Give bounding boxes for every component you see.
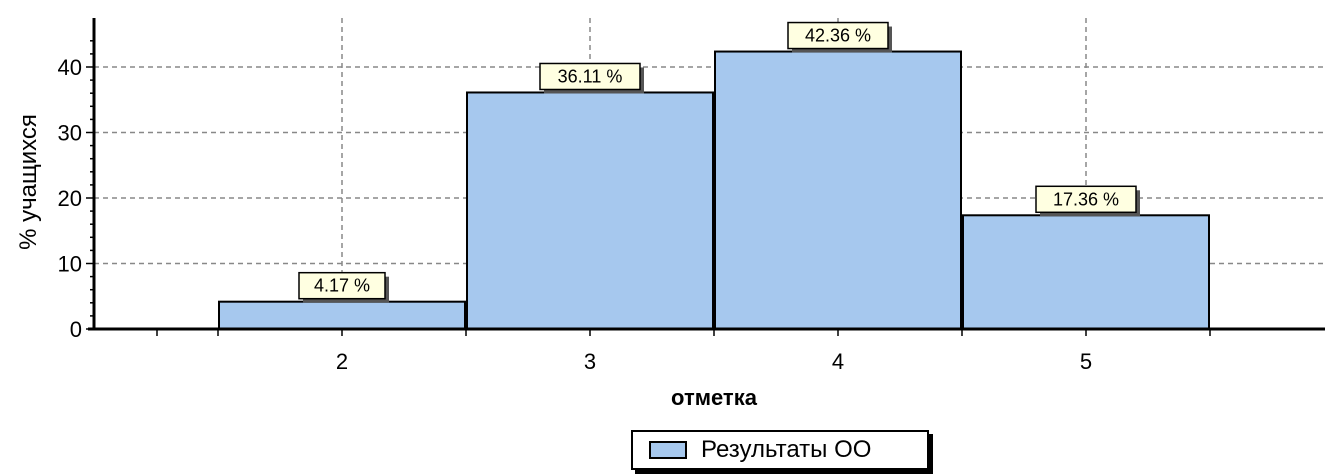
legend-label: Результаты ОО	[701, 436, 872, 463]
y-tick-label: 0	[70, 317, 82, 342]
x-tick-label: 3	[584, 349, 596, 374]
data-label-text: 4.17 %	[314, 276, 370, 296]
x-tick-label: 4	[832, 349, 844, 374]
y-tick-label: 30	[58, 121, 82, 146]
data-labels: 4.17 % 36.11 % 42.36 % 17.36 %	[298, 21, 1140, 303]
y-tick-label: 20	[58, 186, 82, 211]
data-label-box	[298, 271, 386, 300]
y-tick-label: 10	[58, 252, 82, 277]
tick-labels: 0 10 20 30 40 2 3 4 5	[58, 55, 1093, 374]
x-tick-label: 5	[1080, 349, 1092, 374]
legend: Результаты ОО	[631, 430, 929, 470]
data-label-text: 17.36 %	[1053, 189, 1119, 209]
bar-5	[962, 214, 1210, 331]
data-label-5: 17.36 %	[1035, 185, 1140, 217]
legend-swatch	[649, 441, 687, 459]
data-label-box	[539, 62, 641, 91]
data-label-box	[1035, 185, 1137, 214]
bar-2	[218, 300, 466, 330]
axes	[86, 18, 1325, 336]
bars	[218, 50, 1210, 331]
data-label-text: 42.36 %	[805, 26, 871, 46]
bar-4	[714, 50, 962, 331]
data-label-box	[787, 21, 889, 50]
data-label-4: 42.36 %	[787, 21, 892, 53]
data-label-text: 36.11 %	[558, 66, 623, 86]
y-tick-label: 40	[58, 55, 82, 80]
bar-3	[466, 91, 714, 330]
data-label-2: 4.17 %	[298, 271, 389, 303]
x-tick-label: 2	[336, 349, 348, 374]
data-label-3: 36.11 %	[539, 62, 644, 94]
x-axis-title: отметка	[671, 385, 758, 410]
y-axis-title: % учащихся	[15, 114, 42, 250]
